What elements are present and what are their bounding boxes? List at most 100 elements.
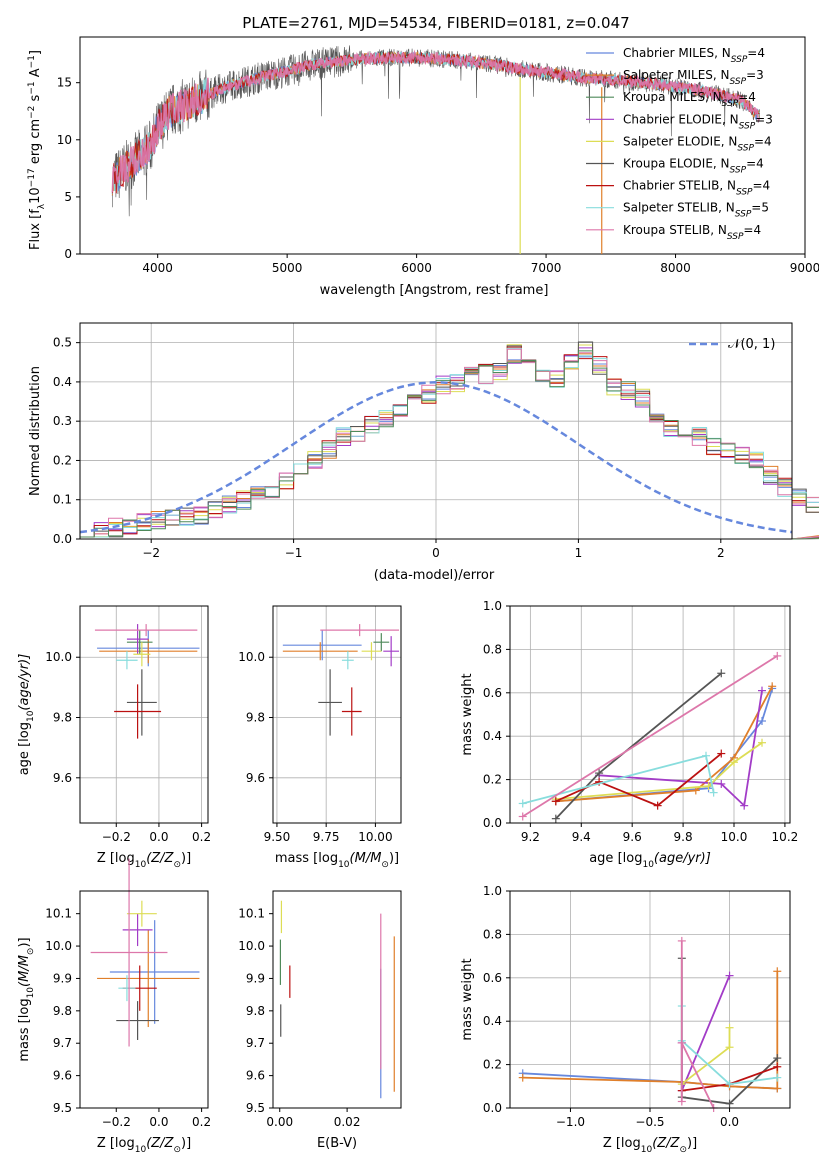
x-tick-label: 0 [432, 546, 440, 560]
axes-frame [272, 890, 402, 1109]
axes-frame [272, 605, 402, 824]
x-tick-label: 8000 [660, 261, 691, 275]
histogram-panel: −2 −1 0 1 2 0.0 0.1 0.2 0.3 0.4 0.5 𝒩(0, 1) (data-… [28, 322, 819, 583]
y-tick-label: 9.8 [246, 711, 265, 725]
label-part: )] [687, 1136, 697, 1151]
y-tick-label: 0.6 [483, 971, 502, 985]
label-part: (M/M [350, 851, 382, 866]
label-part: 10 [26, 710, 36, 722]
y-tick-label: 9.6 [53, 1069, 72, 1083]
x-tick-label: −1 [285, 546, 303, 560]
y-tick-label: 10.0 [238, 939, 265, 953]
legend-label: Chabrier ELODIE, NSSP=3 [623, 112, 773, 131]
weight-line [555, 752, 722, 807]
legend-label: Kroupa STELIB, NSSP=4 [623, 223, 761, 242]
y-tick-label: 10.0 [45, 939, 72, 953]
label-part: (Z/Z [146, 851, 174, 866]
label-part: mass [log [17, 998, 32, 1061]
label-part: (Z/Z [146, 1136, 174, 1151]
y-tick-label: 9.5 [53, 1101, 72, 1115]
y-tick-label: 0.2 [483, 773, 502, 787]
mass-vs-EBV-panel: 0.00 0.02 9.5 9.6 9.7 9.8 9.9 10.0 10.1 E(B-V) [238, 890, 402, 1151]
x-tick-label: 9.4 [572, 830, 591, 844]
y-tick-label: 0.2 [53, 453, 72, 467]
y-tick-label: 1.0 [483, 599, 502, 613]
mass-vs-Z-panel: −0.2 0.0 0.29.59.69.79.89.910.010.1Z [log1… [17, 858, 211, 1155]
label-part: 10 [135, 1145, 147, 1155]
label-part: )] [389, 851, 399, 866]
mass-weight-vs-age-panel: 9.2 9.4 9.6 9.8 10.0 10.2 0.0 0.2 0.4 0.6 0.8 1.0 ag… [460, 599, 798, 870]
x-tick-label: 10.00 [358, 830, 392, 844]
x-tick-label: 1 [575, 546, 583, 560]
y-tick-label: 9.6 [246, 1069, 265, 1083]
label-part: )] [17, 937, 32, 947]
y-tick-label: 0.0 [53, 532, 72, 546]
y-tick-label: 9.8 [246, 1004, 265, 1018]
x-tick-label: 0.2 [192, 830, 211, 844]
x-tick-label: 10.2 [772, 830, 799, 844]
gaussian-curve [79, 381, 793, 534]
y-tick-label: 0.4 [53, 375, 72, 389]
axis-ylabel: mass [log10(M/M⊙)] [17, 937, 36, 1061]
label-part: 10 [642, 860, 654, 870]
mass-weight-vs-Z-panel: −1.0 −0.5 0.0 0.0 0.2 0.4 0.6 0.8 1.0 Z [log10(Z/… [460, 884, 791, 1155]
x-tick-label: 4000 [142, 261, 173, 275]
x-tick-label: −2 [142, 546, 160, 560]
y-tick-label: 0.4 [483, 729, 502, 743]
y-tick-label: 9.8 [53, 711, 72, 725]
x-tick-label: 9000 [790, 261, 819, 275]
label-part: Z [log [97, 1136, 135, 1151]
y-tick-label: 0 [64, 247, 72, 261]
spectrum-xlabel: wavelength [Angstrom, rest frame] [320, 283, 549, 298]
label-part: age [log [17, 722, 32, 775]
x-tick-label: 0.02 [334, 1115, 361, 1129]
y-tick-label: 0.1 [53, 493, 72, 507]
label-part: )] [181, 1136, 191, 1151]
legend-label: Chabrier STELIB, NSSP=4 [623, 179, 770, 198]
age-vs-Z-panel: −0.2 0.0 0.29.69.810.0Z [log10(Z/Z⊙)]age [… [17, 605, 211, 870]
y-tick-label: 15 [57, 76, 72, 90]
y-tick-label: 0.5 [53, 336, 72, 350]
label-part: (age/yr)] [654, 851, 711, 866]
x-tick-label: 6000 [401, 261, 432, 275]
histogram-ylabel: Normed distribution [28, 366, 43, 496]
label-part: Z [log [603, 1136, 641, 1151]
label-part: )] [181, 851, 191, 866]
legend-label: Salpeter MILES, NSSP=3 [623, 68, 764, 87]
y-tick-label: 0.4 [483, 1014, 502, 1028]
label-part: (Z/Z [652, 1136, 680, 1151]
axis-ylabel: mass weight [460, 958, 475, 1040]
label-part: ⊙ [381, 860, 389, 870]
histogram-step [79, 347, 819, 540]
histogram-step [79, 341, 819, 540]
label-part: 10 [26, 987, 36, 999]
y-tick-label: 10 [57, 133, 72, 147]
y-tick-label: 9.9 [53, 971, 72, 985]
legend-label: Salpeter STELIB, NSSP=5 [623, 201, 769, 220]
y-tick-label: 0.8 [483, 642, 502, 656]
axis-ylabel: mass weight [460, 673, 475, 755]
age-vs-mass-panel: 9.50 9.75 10.00 9.6 9.8 10.0 mass [log10(M/M⊙)… [238, 605, 402, 870]
x-tick-label: 0.0 [149, 830, 168, 844]
legend-label: Salpeter ELODIE, NSSP=4 [623, 134, 772, 153]
label-part: ⊙ [679, 1145, 687, 1155]
label-part: ⊙ [173, 1145, 181, 1155]
x-tick-label: 10.0 [721, 830, 748, 844]
label-part: 10 [641, 1145, 653, 1155]
label-part: 10 [135, 860, 147, 870]
x-tick-label: 0.00 [266, 1115, 293, 1129]
y-tick-label: 10.1 [238, 907, 265, 921]
y-tick-label: 9.6 [246, 771, 265, 785]
label-part: age [log [589, 851, 642, 866]
axis-ylabel: age [log10(age/yr)] [17, 654, 36, 776]
axes-frame [509, 605, 791, 824]
histogram-step [79, 355, 819, 540]
axes-frame [79, 890, 209, 1109]
weight-line [555, 741, 763, 800]
x-tick-label: −1.0 [556, 1115, 585, 1129]
axis-xlabel: Z [log10(Z/Z⊙)] [97, 851, 191, 870]
x-tick-label: 9.6 [623, 830, 642, 844]
axis-xlabel: E(B-V) [317, 1136, 357, 1151]
label-part: (M/M [17, 955, 32, 987]
